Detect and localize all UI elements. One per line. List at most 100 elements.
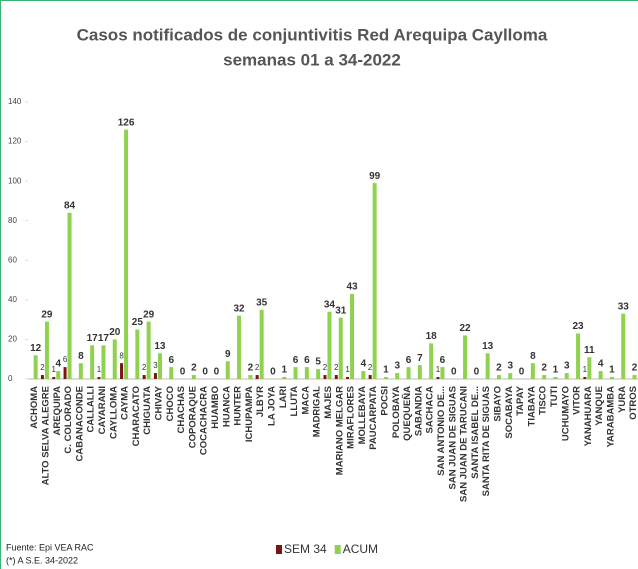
data-label: 2: [541, 363, 547, 374]
bar: [395, 373, 400, 379]
bar: [583, 377, 587, 379]
x-tick-label: CAYARANI: [97, 386, 108, 434]
bar: [44, 321, 49, 379]
bar: [237, 315, 242, 379]
bar: [101, 345, 106, 379]
x-tick-label: SANTA ISABEL DE...: [470, 386, 481, 479]
x-tick-label: MIRAFLORES: [346, 386, 357, 449]
bar: [323, 375, 327, 379]
bar: [429, 343, 434, 379]
y-tick-label: 20: [8, 335, 17, 344]
legend-swatch: [276, 545, 282, 554]
x-tick-label: MADRIGAL: [312, 386, 323, 437]
data-label: 2: [142, 363, 147, 372]
bar: [97, 377, 101, 379]
bar: [350, 293, 355, 379]
x-tick-label: POLOBAYA: [391, 386, 402, 438]
bar: [78, 363, 83, 379]
data-label: 3: [507, 361, 513, 372]
x-tick-label: POCSI: [379, 386, 390, 416]
data-label: 17: [98, 333, 110, 344]
data-label: 29: [41, 309, 53, 320]
bar: [621, 313, 626, 379]
x-tick-label: SABANDIA: [413, 386, 424, 436]
x-tick-label: YARABAMBA: [605, 386, 616, 448]
data-label: 13: [154, 341, 166, 352]
bar: [542, 375, 547, 379]
x-tick-label: CALLALLI: [86, 386, 97, 432]
data-label: 5: [315, 357, 321, 368]
note: (*) A S.E. 34-2022: [6, 555, 78, 565]
bar: [508, 373, 513, 379]
legend-label: ACUM: [343, 542, 378, 556]
data-label: 0: [474, 367, 480, 378]
y-tick-label: 120: [8, 137, 22, 146]
bar: [598, 371, 603, 379]
bar: [63, 367, 67, 379]
data-label: 1: [97, 365, 102, 374]
x-tick-label: YURA: [617, 386, 628, 413]
x-tick-label: VITOR: [572, 386, 583, 415]
data-label: 29: [143, 309, 155, 320]
bar: [346, 377, 350, 379]
data-label: 33: [618, 301, 630, 312]
y-tick-label: 140: [8, 97, 22, 106]
data-label: 99: [369, 171, 381, 182]
bar: [259, 309, 264, 379]
data-label: 1: [436, 365, 441, 374]
x-tick-label: TAPAY: [515, 385, 526, 416]
data-label: 3: [153, 361, 158, 370]
x-tick-label: PAUCARPATA: [368, 386, 379, 450]
x-tick-label: ACHOMA: [29, 386, 40, 429]
bar: [40, 375, 44, 379]
bar: [146, 321, 151, 379]
data-label: 2: [40, 363, 45, 372]
bar: [282, 377, 287, 379]
bar: [463, 335, 468, 379]
x-tick-label: SAN JUAN DE SIGUAS: [447, 386, 458, 489]
bar: [440, 367, 445, 379]
bar: [530, 363, 535, 379]
data-label: 6: [304, 355, 310, 366]
bar: [632, 375, 637, 379]
bar: [576, 333, 581, 379]
data-label: 18: [426, 331, 438, 342]
legend-label: SEM 34: [284, 542, 327, 556]
data-label: 8: [78, 351, 84, 362]
data-label: 4: [361, 359, 367, 370]
data-label: 2: [334, 363, 339, 372]
data-label: 8: [119, 351, 124, 360]
bar: [90, 345, 95, 379]
note: Fuente: Epi VEA RAC: [6, 542, 94, 552]
chart-title: Casos notificados de conjuntivitis Red A…: [77, 25, 548, 44]
bar: [334, 375, 338, 379]
x-tick-label: SAN JUAN DE TARUCANI: [459, 386, 470, 502]
data-label: 2: [191, 363, 197, 374]
data-label: 20: [109, 327, 121, 338]
x-tick-label: MAJES: [323, 386, 334, 419]
bar: [142, 375, 146, 379]
x-tick-label: TISCO: [538, 386, 549, 415]
y-tick-label: 60: [8, 255, 17, 264]
bar: [553, 377, 558, 379]
x-tick-label: MOLLEBAYA: [357, 386, 368, 445]
bar: [485, 353, 490, 379]
bar: [112, 339, 117, 379]
data-label: 17: [87, 333, 99, 344]
x-tick-label: TUTI: [549, 386, 560, 407]
data-label: 32: [233, 303, 245, 314]
x-tick-label: ICHUPAMPA: [244, 386, 255, 442]
data-label: 43: [346, 282, 358, 293]
data-label: 1: [281, 365, 287, 376]
bar: [436, 377, 440, 379]
legend-swatch: [334, 545, 341, 554]
y-tick-label: 40: [8, 295, 17, 304]
data-label: 0: [270, 367, 276, 378]
bar: [67, 212, 72, 379]
data-label: 0: [202, 367, 208, 378]
x-tick-label: HUAMBO: [210, 386, 221, 429]
data-label: 3: [564, 361, 570, 372]
data-label: 23: [572, 321, 584, 332]
x-tick-label: TIABAYA: [526, 386, 537, 427]
data-label: 12: [30, 343, 42, 354]
